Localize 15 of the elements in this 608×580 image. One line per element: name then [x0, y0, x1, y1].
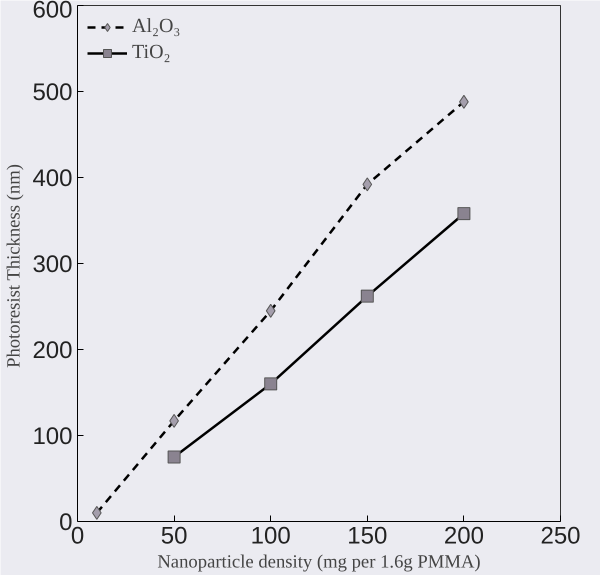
legend-label: TiO₂: [132, 41, 170, 64]
x-tick-label: 200: [444, 522, 484, 550]
y-tick-label: 200: [32, 337, 73, 364]
y-tick-label: 500: [32, 79, 73, 106]
x-tick-label: 250: [540, 522, 581, 550]
y-tick-label: 100: [32, 423, 73, 450]
x-axis-title: Nanoparticle density (mg per 1.6g PMMA): [157, 552, 481, 572]
x-tick-label: 100: [250, 522, 291, 550]
y-tick-label: 600: [32, 0, 73, 24]
y-axis-title: Photoresist Thickness (nm): [3, 164, 24, 368]
y-tick-label: 400: [32, 165, 73, 192]
legend-label: Al₂O₃: [132, 15, 180, 38]
x-tick-label: 50: [160, 522, 188, 550]
y-tick-label: 300: [32, 251, 73, 278]
x-tick-label: 150: [347, 522, 388, 550]
